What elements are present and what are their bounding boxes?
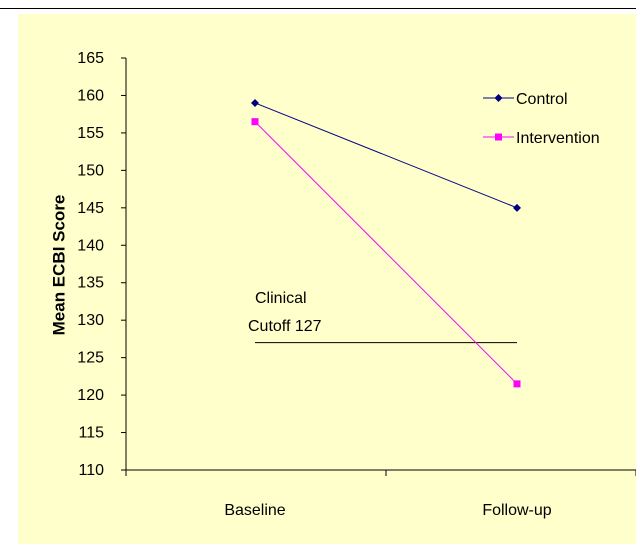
y-axis-label: Mean ECBI Score [49, 195, 68, 336]
x-category-label: Follow-up [482, 502, 551, 519]
x-category-label: Baseline [224, 502, 285, 519]
data-point-control [251, 98, 259, 107]
y-tick-label: 125 [77, 350, 104, 367]
legend-label-control: Control [516, 91, 568, 108]
series-line-control [254, 102, 518, 209]
y-tick-label: 120 [77, 387, 104, 404]
y-tick-label: 155 [77, 125, 104, 142]
y-tick-label: 130 [77, 312, 104, 329]
square-icon [495, 133, 502, 141]
clinical-cutoff-annotation: Clinical Cutoff 127 [248, 290, 517, 344]
annotation-line2: Cutoff 127 [248, 318, 322, 335]
data-point-intervention [513, 380, 521, 388]
legend-item-control: Control [483, 91, 568, 108]
x-ticks: Baseline Follow-up [125, 470, 636, 519]
diamond-icon [494, 94, 503, 102]
legend-label-intervention: Intervention [516, 130, 600, 147]
annotation-line1: Clinical [255, 290, 307, 307]
legend-item-intervention: Intervention [483, 130, 600, 147]
plot-background [18, 14, 636, 544]
y-tick-label: 110 [78, 462, 104, 479]
y-tick-label: 160 [77, 87, 104, 104]
y-tick-label: 135 [77, 275, 104, 292]
legend: Control Intervention [483, 91, 600, 147]
y-tick-label: 165 [77, 50, 104, 67]
axes [125, 58, 636, 471]
y-ticks: 110 115 120 125 130 135 140 145 150 155 160 165 [77, 50, 126, 479]
series-line-intervention [254, 121, 518, 385]
data-point-intervention [251, 118, 259, 126]
y-tick-label: 145 [77, 200, 104, 217]
y-tick-label: 140 [77, 237, 104, 254]
data-point-control [513, 203, 521, 212]
series-group [251, 98, 521, 388]
y-tick-label: 150 [77, 162, 104, 179]
y-tick-label: 115 [78, 425, 104, 442]
